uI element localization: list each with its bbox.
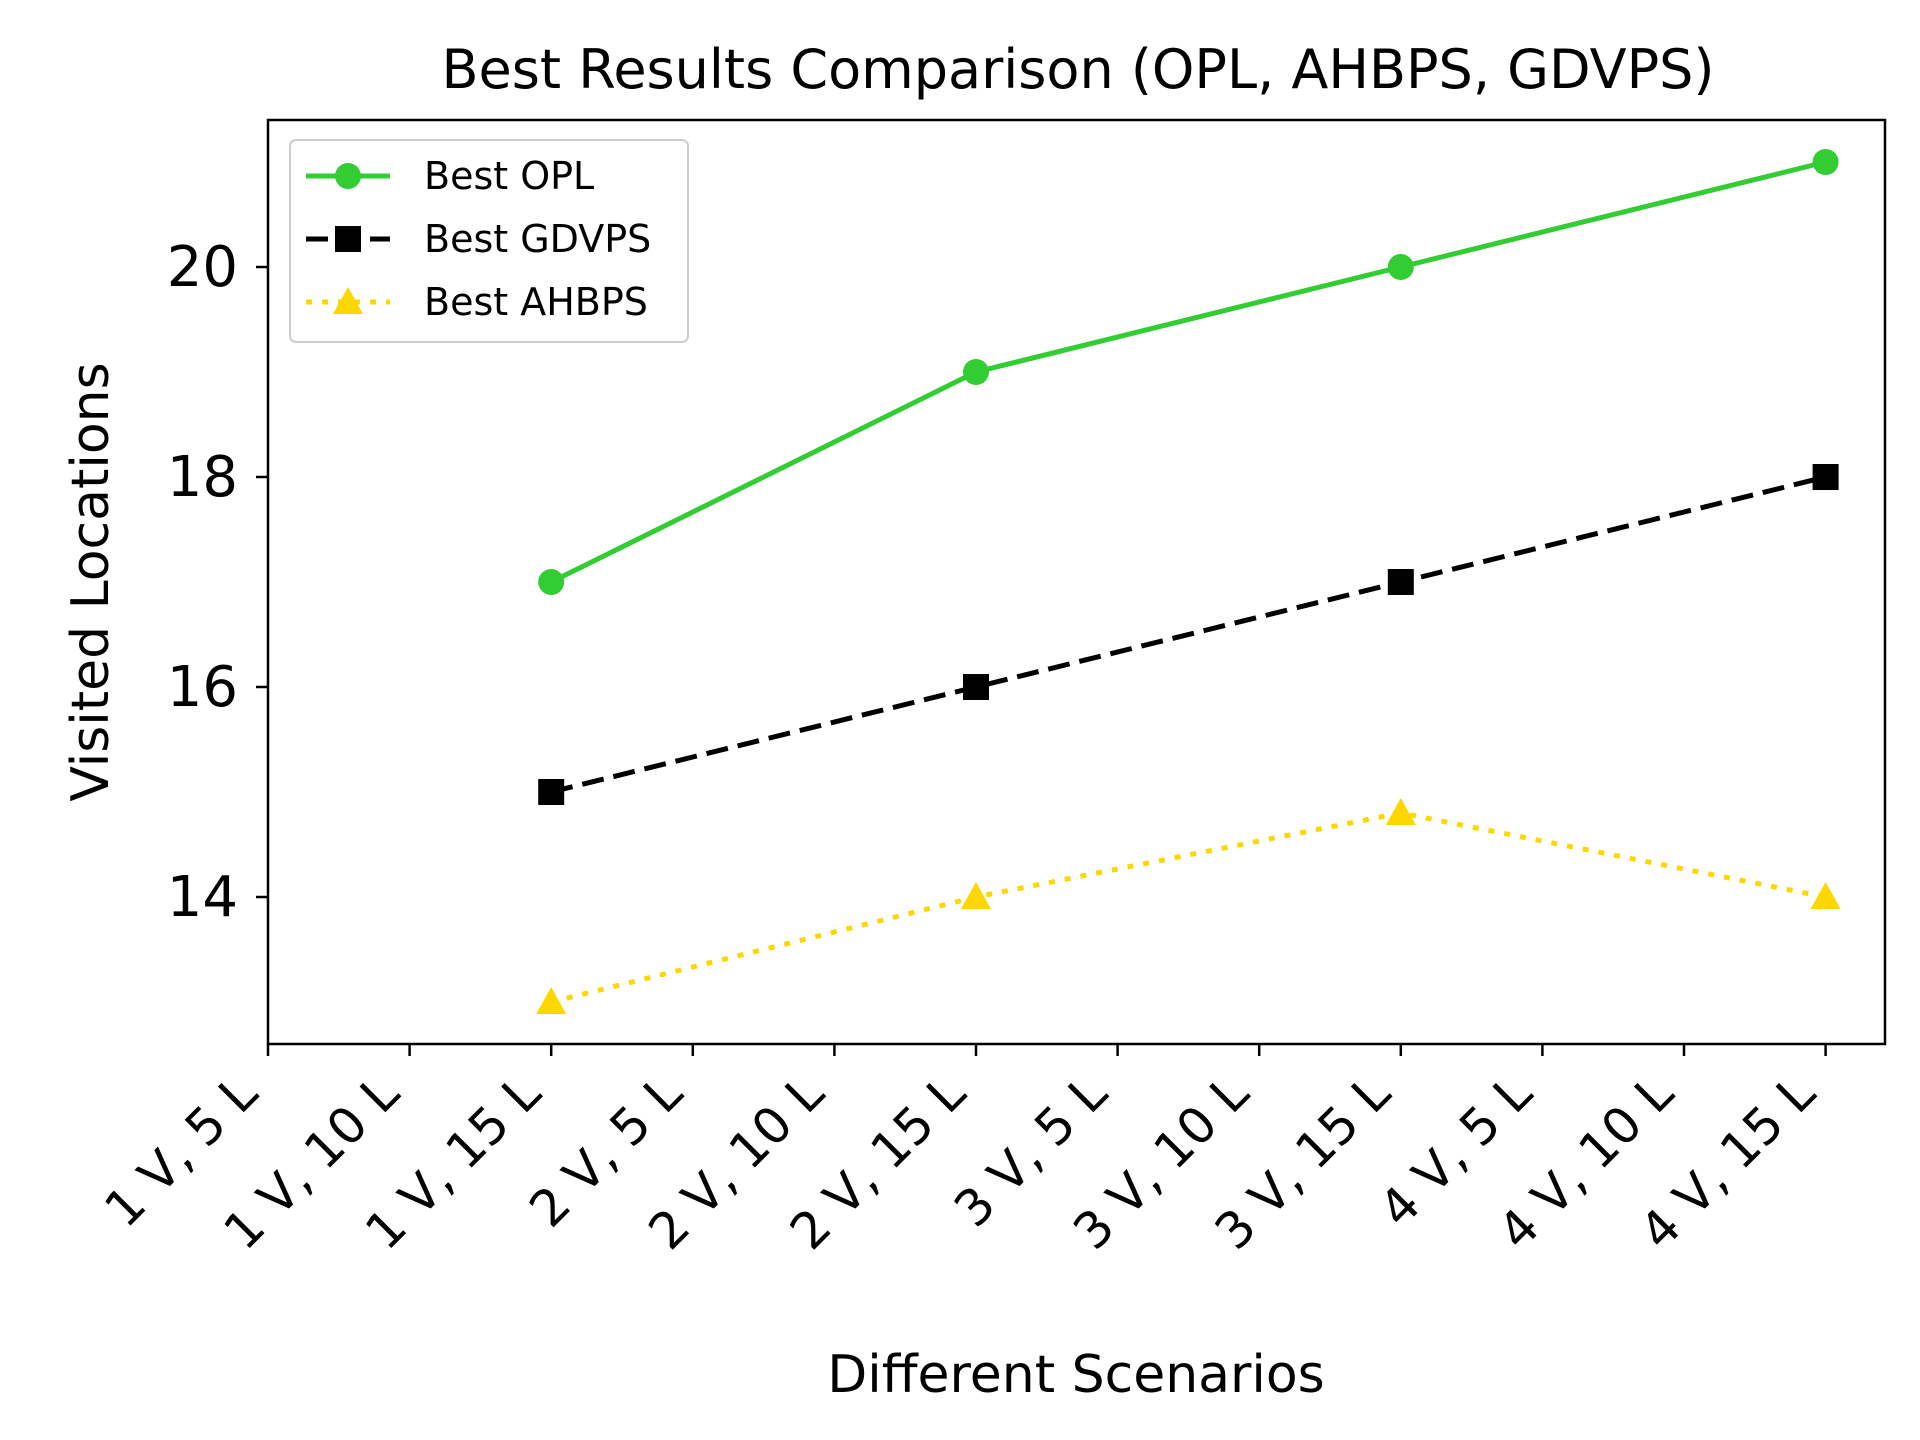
series-line [550, 474, 1827, 795]
data-point [538, 779, 565, 805]
data-point [963, 674, 989, 700]
legend-label: Best OPL [424, 154, 594, 198]
chart-title: Best Results Comparison (OPL, AHBPS, GDV… [441, 38, 1714, 101]
data-point [538, 569, 565, 595]
series-best-gdvps [538, 464, 1839, 805]
plot-frame [266, 118, 1887, 1046]
data-point [1812, 149, 1839, 175]
legend-marker [335, 226, 361, 252]
legend-marker [333, 287, 363, 314]
legend-label: Best AHBPS [424, 280, 648, 324]
data-point [1387, 254, 1414, 280]
y-tick-label: 16 [167, 655, 238, 720]
y-axis-label: Visited Locations [61, 362, 121, 801]
plot-area [536, 149, 1841, 1014]
data-point [1812, 464, 1839, 490]
legend-box [289, 139, 689, 343]
y-tick-label: 20 [167, 235, 238, 300]
data-point [961, 882, 991, 909]
series-line [550, 159, 1827, 585]
legend-label: Best GDVPS [424, 217, 651, 261]
data-point [963, 359, 989, 385]
series-best-ahbps [536, 798, 1841, 1014]
legend: Best OPL Best GDVPS Best AHBPS [289, 139, 689, 343]
y-tick-label: 14 [167, 865, 238, 930]
data-point [536, 987, 567, 1014]
x-axis-label: Different Scenarios [827, 1345, 1325, 1405]
series-best-opl [538, 149, 1839, 595]
data-point [1810, 882, 1841, 909]
y-tick-label: 18 [167, 445, 238, 510]
legend-marker [335, 163, 361, 189]
data-point [1387, 569, 1414, 595]
data-point [1385, 798, 1416, 825]
